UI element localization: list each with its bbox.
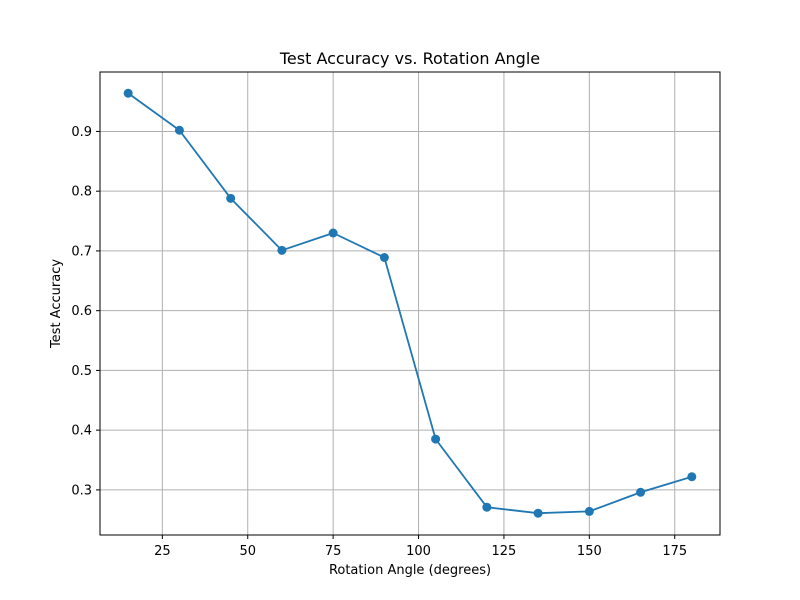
x-tick-label: 100 bbox=[406, 544, 431, 559]
chart-title: Test Accuracy vs. Rotation Angle bbox=[279, 49, 540, 68]
plot-area bbox=[100, 72, 720, 535]
plot-frame bbox=[99, 71, 721, 536]
y-tick-label: 0.7 bbox=[71, 244, 92, 259]
series-line bbox=[127, 92, 693, 515]
data-point bbox=[174, 125, 184, 135]
y-tick-label: 0.5 bbox=[71, 364, 92, 379]
y-axis-title: Test Accuracy bbox=[49, 259, 64, 349]
y-tick-label: 0.8 bbox=[71, 185, 92, 200]
y-tick-label: 0.3 bbox=[71, 483, 92, 498]
x-tick-label: 50 bbox=[239, 544, 256, 559]
data-point bbox=[226, 193, 236, 203]
data-point bbox=[584, 506, 594, 516]
x-tick-label: 125 bbox=[492, 544, 517, 559]
data-point bbox=[431, 434, 441, 444]
y-tick-label: 0.6 bbox=[71, 304, 92, 319]
data-point bbox=[328, 228, 338, 238]
x-tick-label: 25 bbox=[154, 544, 171, 559]
ticks: 25 50 75 100 125 150 175 0.3 0.4 0.5 0.6 0.7 0.8 0.9 bbox=[71, 125, 687, 559]
x-tick-label: 150 bbox=[577, 544, 602, 559]
data-point bbox=[277, 245, 287, 255]
data-point bbox=[123, 88, 133, 98]
data-point bbox=[636, 487, 646, 497]
data-point bbox=[482, 502, 492, 512]
series-layer bbox=[123, 88, 697, 518]
y-tick-label: 0.4 bbox=[71, 424, 92, 439]
y-tick-label: 0.9 bbox=[71, 125, 92, 140]
data-point bbox=[687, 472, 697, 482]
grid bbox=[100, 72, 720, 535]
x-axis-title: Rotation Angle (degrees) bbox=[329, 563, 491, 578]
x-tick-label: 175 bbox=[662, 544, 687, 559]
data-point bbox=[533, 508, 543, 518]
x-tick-label: 75 bbox=[325, 544, 342, 559]
data-point bbox=[379, 252, 389, 262]
